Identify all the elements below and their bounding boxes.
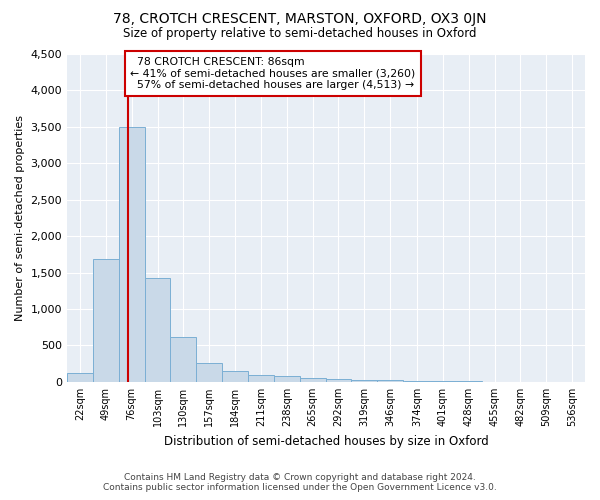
Text: 78, CROTCH CRESCENT, MARSTON, OXFORD, OX3 0JN: 78, CROTCH CRESCENT, MARSTON, OXFORD, OX… bbox=[113, 12, 487, 26]
Bar bbox=[119, 127, 145, 382]
X-axis label: Distribution of semi-detached houses by size in Oxford: Distribution of semi-detached houses by … bbox=[164, 434, 488, 448]
Bar bbox=[170, 336, 196, 382]
Bar bbox=[145, 278, 170, 382]
Text: Contains HM Land Registry data © Crown copyright and database right 2024.
Contai: Contains HM Land Registry data © Crown c… bbox=[103, 473, 497, 492]
Bar bbox=[248, 375, 274, 382]
Text: 78 CROTCH CRESCENT: 86sqm
← 41% of semi-detached houses are smaller (3,260)
  57: 78 CROTCH CRESCENT: 86sqm ← 41% of semi-… bbox=[130, 57, 415, 90]
Bar bbox=[404, 381, 430, 382]
Bar bbox=[352, 380, 377, 382]
Bar bbox=[430, 381, 456, 382]
Bar bbox=[196, 363, 222, 382]
Bar bbox=[222, 371, 248, 382]
Text: Size of property relative to semi-detached houses in Oxford: Size of property relative to semi-detach… bbox=[123, 28, 477, 40]
Bar bbox=[67, 373, 93, 382]
Bar bbox=[377, 380, 403, 382]
Bar bbox=[274, 376, 299, 382]
Bar bbox=[93, 259, 119, 382]
Bar bbox=[326, 379, 352, 382]
Y-axis label: Number of semi-detached properties: Number of semi-detached properties bbox=[15, 115, 25, 321]
Bar bbox=[299, 378, 326, 382]
